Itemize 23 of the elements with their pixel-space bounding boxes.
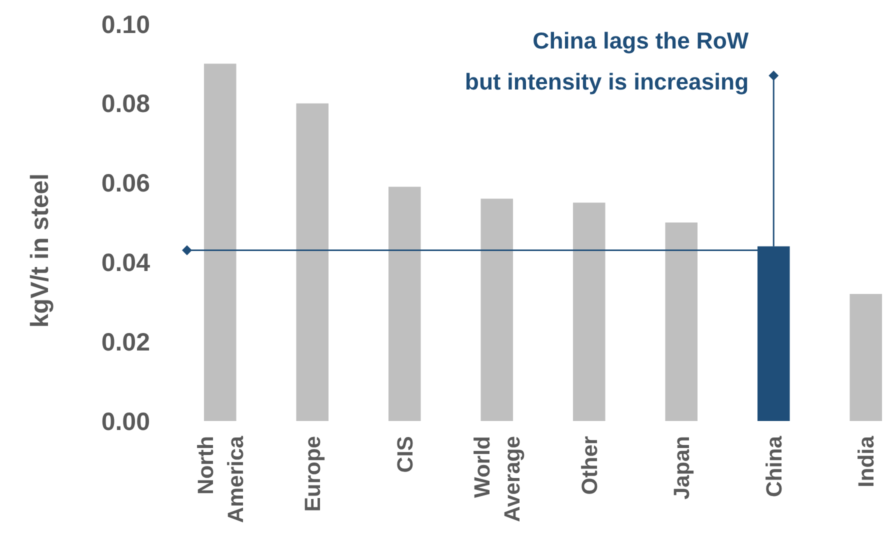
x-tick-label: India <box>854 435 879 488</box>
bar <box>296 103 329 421</box>
y-tick-label: 0.06 <box>101 170 150 198</box>
bar <box>665 222 698 421</box>
bar <box>480 198 514 421</box>
annotation: China lags the RoW but intensity is increasing <box>464 28 749 95</box>
bar <box>850 294 882 421</box>
x-tick-label: Europe <box>300 436 326 512</box>
bar <box>388 186 421 421</box>
y-tick-label: 0.02 <box>101 328 150 356</box>
bar <box>572 202 606 421</box>
x-tick-label: North America <box>192 435 248 523</box>
x-tick-label: Other <box>576 436 602 495</box>
x-tick-label: CIS <box>392 436 418 473</box>
y-tick-label: 0.10 <box>101 10 150 39</box>
x-tick-label: China <box>761 435 786 498</box>
y-tick-label: 0.08 <box>101 90 150 118</box>
y-axis-title: kgV/t in steel <box>26 173 54 328</box>
x-tick-label: World Average <box>470 436 525 522</box>
y-tick-label: 0.04 <box>101 248 150 277</box>
x-tick-label: Japan <box>669 436 694 500</box>
bar <box>204 64 236 421</box>
y-tick-label: 0.00 <box>101 408 150 436</box>
